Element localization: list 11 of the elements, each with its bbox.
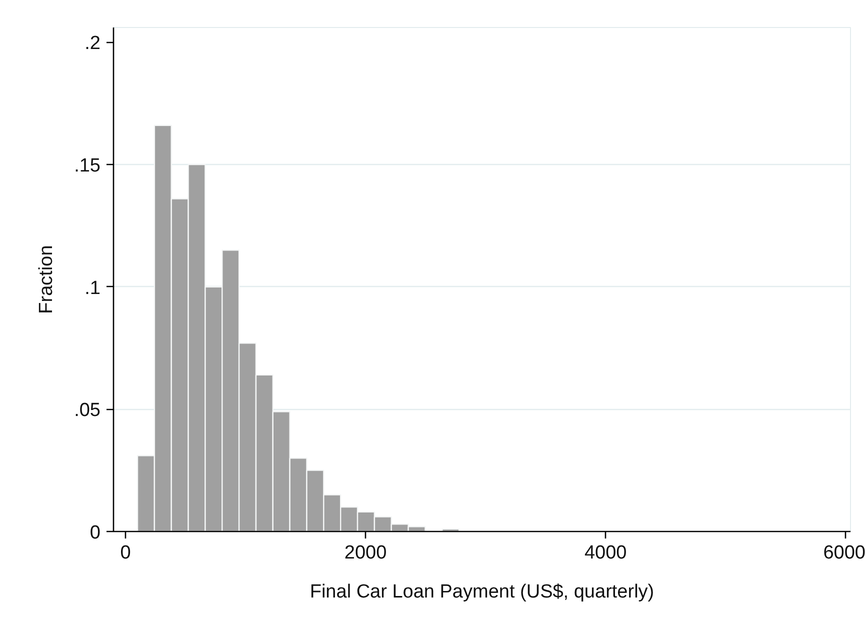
y-tick-label: .1: [84, 278, 101, 299]
x-tick-label: 6000: [823, 542, 865, 564]
x-tick-label: 2000: [344, 542, 387, 564]
x-tick-label: 0: [120, 542, 131, 564]
y-tick-label: .2: [84, 33, 101, 54]
y-tick-label: .05: [74, 400, 101, 422]
y-axis-title: Fraction: [36, 245, 58, 314]
x-axis-title: Final Car Loan Payment (US$, quarterly): [310, 582, 654, 602]
x-tick-label: 4000: [584, 542, 627, 564]
y-tick-label: .15: [74, 156, 101, 177]
y-tick-label: 0: [90, 522, 101, 544]
